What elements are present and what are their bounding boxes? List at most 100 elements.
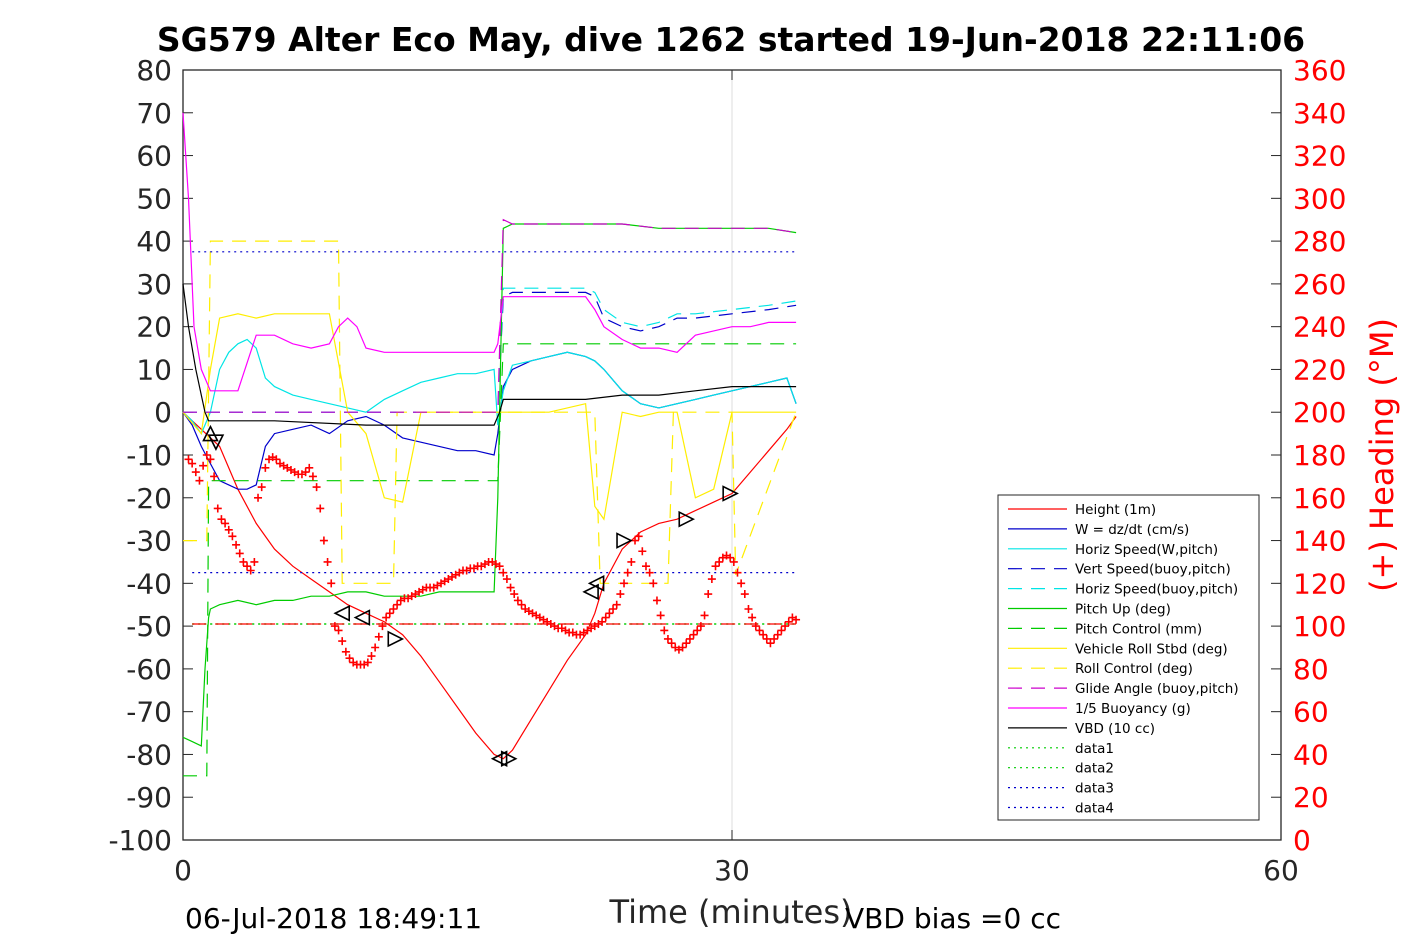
heading-point <box>199 461 208 470</box>
tick-label-left: 30 <box>136 268 172 301</box>
y-axis-left-ticks: 80 70 60 50 40 30 20 10 0 -10 -20 -30 -40 -50 -60 -70 -8… <box>108 54 1281 857</box>
tick-label-right: 360 <box>1293 54 1346 87</box>
heading-point <box>217 515 226 524</box>
heading-point <box>261 463 270 472</box>
heading-point <box>638 547 647 556</box>
triangle-marker <box>582 583 599 601</box>
tick-label-left: -30 <box>126 525 172 558</box>
tick-label-x: 60 <box>1263 854 1299 887</box>
heading-point <box>371 643 380 652</box>
heading-point <box>213 504 222 513</box>
tick-label-left: 10 <box>136 353 172 386</box>
series-line-0 <box>182 411 797 760</box>
heading-point <box>740 590 749 599</box>
tick-label-left: 70 <box>136 97 172 130</box>
tick-label-x: 30 <box>714 854 750 887</box>
legend-label: Vert Speed(buoy,pitch) <box>1075 562 1231 578</box>
heading-point <box>246 566 255 575</box>
heading-point <box>737 579 746 588</box>
heading-point <box>506 583 515 592</box>
heading-point <box>272 455 281 464</box>
heading-point <box>517 600 526 609</box>
tick-label-right: 80 <box>1293 653 1329 686</box>
legend-label: Horiz Speed(buoy,pitch) <box>1075 582 1238 598</box>
heading-point <box>382 613 391 622</box>
heading-point <box>221 519 230 528</box>
x-axis-label: Time (minutes) <box>609 893 853 931</box>
triangle-marker <box>616 532 633 549</box>
series-line-2 <box>182 338 797 435</box>
series-layer <box>182 112 797 777</box>
legend-label: VBD (10 cc) <box>1075 721 1155 737</box>
heading-point <box>235 549 244 558</box>
heading-point <box>191 468 200 477</box>
heading-point <box>250 557 259 566</box>
series-line-4 <box>183 287 797 413</box>
chart-title: SG579 Alter Eco May, dive 1262 started 1… <box>157 20 1305 59</box>
y-axis-right-ticks: 3603403203002802602402202001801601401201… <box>1293 54 1346 857</box>
heading-point <box>663 634 672 643</box>
heading-point <box>711 562 720 571</box>
tick-label-right: 240 <box>1293 311 1346 344</box>
heading-point <box>693 626 702 635</box>
legend-label: data3 <box>1075 781 1114 797</box>
heading-point <box>652 596 661 605</box>
heading-point <box>726 553 735 562</box>
heading-point <box>206 455 215 464</box>
heading-point <box>733 568 742 577</box>
heading-point <box>784 617 793 626</box>
tick-label-left: -40 <box>126 567 172 600</box>
legend-label: Horiz Speed(W,pitch) <box>1075 542 1218 558</box>
series-line-10 <box>182 112 797 392</box>
heading-point <box>513 596 522 605</box>
heading-point <box>510 590 519 599</box>
tick-label-left: -70 <box>126 696 172 729</box>
series-line-5 <box>182 223 797 747</box>
y-axis-right-label: (+) Heading (°M) <box>1363 318 1401 592</box>
legend-label: Vehicle Roll Stbd (deg) <box>1075 641 1228 657</box>
heading-point <box>623 568 632 577</box>
heading-point <box>627 557 636 566</box>
legend-label: Pitch Up (deg) <box>1075 602 1171 618</box>
heading-point <box>188 459 197 468</box>
heading-point <box>389 605 398 613</box>
tick-label-right: 100 <box>1293 610 1346 643</box>
heading-point <box>729 557 738 566</box>
footer-date: 06-Jul-2018 18:49:11 <box>185 902 482 935</box>
tick-label-x: 0 <box>174 854 192 887</box>
tick-label-right: 340 <box>1293 97 1346 130</box>
heading-point <box>184 455 193 464</box>
legend-label: data1 <box>1075 741 1114 757</box>
triangle-markers <box>202 424 739 768</box>
triangle-marker <box>490 750 508 768</box>
heading-point <box>766 639 775 648</box>
legend-label: Roll Control (deg) <box>1075 661 1193 677</box>
series-line-11 <box>182 283 797 426</box>
heading-point <box>308 472 317 481</box>
tick-label-left: -100 <box>108 824 172 857</box>
tick-label-right: 280 <box>1293 225 1346 258</box>
tick-label-right: 260 <box>1293 268 1346 301</box>
triangle-marker <box>202 424 219 442</box>
tick-label-left: -80 <box>126 738 172 771</box>
heading-point <box>374 632 383 641</box>
x-axis-ticks: 0 30 60 <box>174 70 1299 887</box>
heading-point <box>667 639 676 648</box>
triangle-marker <box>387 630 405 648</box>
heading-point <box>641 562 650 571</box>
heading-point <box>301 468 310 477</box>
heading-point <box>363 658 372 667</box>
heading-point <box>704 590 713 599</box>
heading-point <box>612 600 621 609</box>
series-line-6 <box>183 343 797 777</box>
heading-point <box>773 630 782 639</box>
heading-point <box>243 562 252 571</box>
heading-point <box>330 622 339 631</box>
heading-point <box>781 622 790 631</box>
heading-point <box>685 634 694 643</box>
tick-label-right: 160 <box>1293 482 1346 515</box>
heading-point <box>502 575 511 584</box>
legend-label: data4 <box>1075 801 1114 817</box>
heading-point <box>678 643 687 652</box>
